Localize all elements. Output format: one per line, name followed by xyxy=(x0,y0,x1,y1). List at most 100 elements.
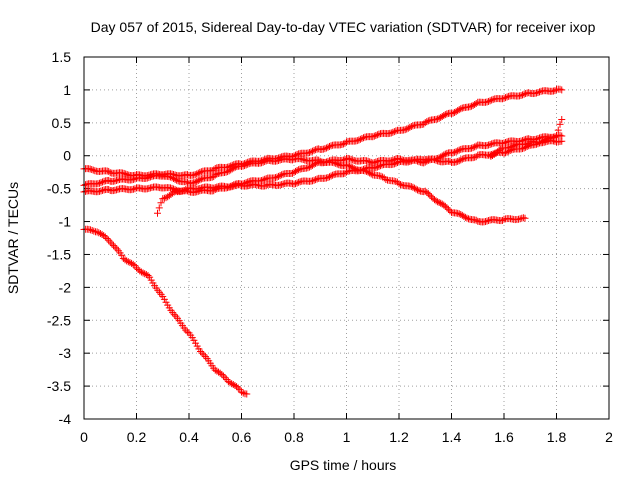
data-point xyxy=(554,126,562,134)
data-point xyxy=(173,176,181,184)
data-point xyxy=(373,163,381,171)
data-point xyxy=(441,111,449,119)
data-point xyxy=(468,102,476,110)
data-point xyxy=(97,179,105,187)
data-point xyxy=(359,134,367,142)
data-point xyxy=(244,160,252,168)
data-point xyxy=(517,91,525,99)
data-point xyxy=(558,86,566,94)
y-tick-label: -3 xyxy=(59,345,72,361)
data-point xyxy=(472,216,480,224)
data-point xyxy=(230,164,238,172)
data-point xyxy=(313,175,321,183)
y-tick-label: -1 xyxy=(59,214,72,230)
data-point xyxy=(211,164,219,172)
data-point xyxy=(407,183,415,191)
data-point xyxy=(359,165,367,173)
data-point xyxy=(234,384,242,392)
data-point xyxy=(423,188,431,196)
data-point xyxy=(224,168,232,176)
data-point xyxy=(471,143,479,151)
data-point xyxy=(259,158,267,166)
series-track-4 xyxy=(80,131,566,196)
data-point xyxy=(534,88,542,96)
data-point xyxy=(196,168,204,176)
data-point xyxy=(451,148,459,156)
y-tick-label: -2 xyxy=(59,279,72,295)
data-point xyxy=(241,162,249,170)
data-point xyxy=(143,174,151,182)
x-axis-label: GPS time / hours xyxy=(290,457,397,473)
data-point xyxy=(110,242,118,250)
y-tick-label: -4 xyxy=(59,411,72,427)
data-point xyxy=(341,155,349,163)
data-point xyxy=(466,103,474,111)
data-point xyxy=(509,142,517,150)
x-tick-label: 0.8 xyxy=(284,429,304,445)
data-point xyxy=(193,177,201,185)
data-point xyxy=(239,389,247,397)
data-point xyxy=(387,129,395,137)
data-point xyxy=(406,123,414,131)
data-point xyxy=(556,120,564,128)
data-point xyxy=(511,141,519,149)
data-point xyxy=(105,167,113,175)
data-point xyxy=(292,167,300,175)
data-point xyxy=(434,157,442,165)
data-point xyxy=(326,173,334,181)
data-point xyxy=(356,135,364,143)
x-tick-label: 0.6 xyxy=(232,429,252,445)
data-point xyxy=(310,146,318,154)
data-point xyxy=(155,204,163,212)
data-point xyxy=(182,186,190,194)
data-point xyxy=(454,157,462,165)
data-point xyxy=(93,228,101,236)
data-point xyxy=(197,175,205,183)
data-point xyxy=(219,372,227,380)
data-point xyxy=(483,98,491,106)
series-track-3 xyxy=(80,155,529,226)
data-point xyxy=(111,243,119,251)
data-point xyxy=(228,380,236,388)
data-point xyxy=(322,174,330,182)
data-point xyxy=(276,156,284,164)
data-point xyxy=(118,251,126,259)
data-point xyxy=(194,169,202,177)
data-point xyxy=(242,161,250,169)
data-point xyxy=(498,216,506,224)
data-point xyxy=(454,147,462,155)
data-point xyxy=(236,181,244,189)
y-tick-label: 0.5 xyxy=(52,115,72,131)
data-point xyxy=(100,232,108,240)
data-point xyxy=(506,143,514,151)
axis-ticks: 0 0.2 0.4 0.6 0.8 1 1.2 1.4 1.6 1.8 2 1.5 1 0.5 0 -0.5 -… xyxy=(47,49,613,445)
data-point xyxy=(137,268,145,276)
data-point xyxy=(487,152,495,160)
data-point xyxy=(401,126,409,134)
data-point xyxy=(432,197,440,205)
data-point xyxy=(327,172,335,180)
data-point xyxy=(469,144,477,152)
data-point xyxy=(97,187,105,195)
data-point xyxy=(218,370,226,378)
data-point xyxy=(455,146,463,154)
data-point xyxy=(90,227,98,235)
x-tick-label: 1.8 xyxy=(547,429,567,445)
data-point xyxy=(382,176,390,184)
data-point xyxy=(129,175,137,183)
data-point xyxy=(124,258,132,266)
data-point xyxy=(258,159,266,167)
data-point xyxy=(469,101,477,109)
data-point xyxy=(192,339,200,347)
data-point xyxy=(516,215,524,223)
data-point xyxy=(307,148,315,156)
data-point xyxy=(222,168,230,176)
data-point xyxy=(414,186,422,194)
x-tick-label: 2 xyxy=(605,429,613,445)
y-tick-label: 0 xyxy=(63,148,71,164)
data-point xyxy=(376,162,384,170)
data-point xyxy=(553,132,560,140)
data-point xyxy=(213,170,221,178)
x-tick-label: 1.4 xyxy=(442,429,462,445)
